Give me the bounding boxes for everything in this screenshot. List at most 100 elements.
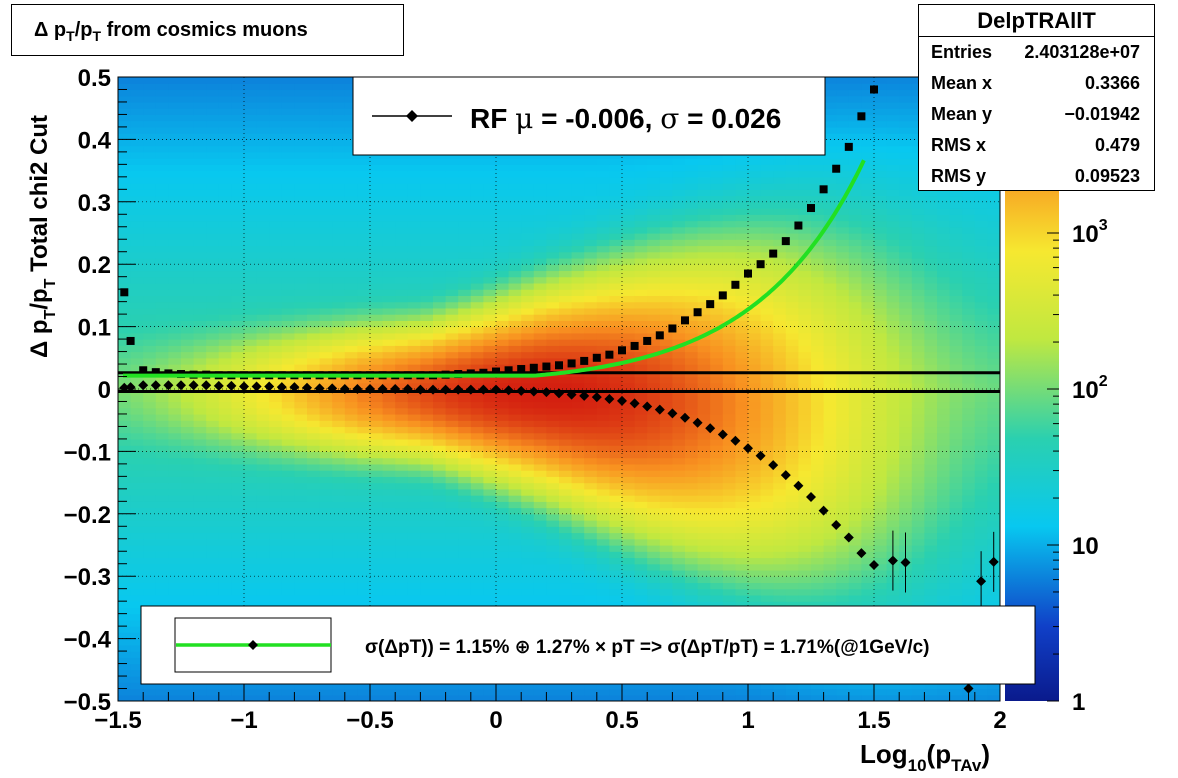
heatmap-cell: [143, 463, 157, 471]
heatmap-cell: [722, 551, 736, 559]
heatmap-cell: [722, 351, 736, 359]
heatmap-cell: [521, 233, 535, 240]
heatmap-cell: [155, 170, 169, 178]
heatmap-cell: [307, 326, 321, 334]
heatmap-cell: [483, 438, 497, 446]
heatmap-cell: [168, 189, 182, 197]
heatmap-cell: [647, 382, 661, 390]
heatmap-cell: [319, 189, 333, 197]
heatmap-cell: [181, 226, 195, 234]
heatmap-cell: [357, 301, 371, 309]
heatmap-cell: [382, 395, 396, 403]
heatmap-cell: [571, 201, 585, 209]
heatmap-cell: [130, 145, 144, 153]
heatmap-cell: [470, 694, 484, 701]
heatmap-cell: [218, 226, 232, 234]
heatmap-cell: [395, 513, 409, 521]
heatmap-cell: [710, 183, 724, 190]
heatmap-cell: [470, 545, 484, 552]
heatmap-cell: [533, 563, 547, 571]
heatmap-cell: [332, 569, 346, 577]
heatmap-cell: [218, 420, 232, 428]
heatmap-cell: [496, 532, 510, 540]
heatmap-cell: [407, 513, 421, 521]
heatmap-cell: [244, 139, 258, 147]
heatmap-cell: [521, 532, 535, 540]
heatmap-cell: [294, 251, 308, 259]
heatmap-cell: [181, 201, 195, 209]
heatmap-cell: [420, 320, 434, 328]
heatmap-cell: [256, 245, 270, 253]
heatmap-cell: [735, 688, 749, 696]
heatmap-cell: [168, 332, 182, 340]
heatmap-cell: [395, 545, 409, 552]
heatmap-cell: [634, 270, 648, 278]
heatmap-cell: [445, 307, 459, 315]
heatmap-cell: [130, 401, 144, 409]
heatmap-cell: [559, 189, 573, 197]
heatmap-cell: [307, 551, 321, 559]
heatmap-cell: [710, 170, 724, 178]
heatmap-cell: [508, 582, 522, 590]
heatmap-cell: [470, 314, 484, 321]
heatmap-cell: [143, 139, 157, 147]
heatmap-cell: [155, 432, 169, 440]
heatmap-cell: [697, 320, 711, 328]
heatmap-cell: [445, 245, 459, 253]
heatmap-cell: [218, 158, 232, 165]
heatmap-cell: [256, 563, 270, 571]
heatmap-cell: [433, 276, 447, 284]
heatmap-cell: [130, 289, 144, 296]
heatmap-cell: [206, 520, 220, 527]
heatmap-cell: [609, 563, 623, 571]
heatmap-cell: [672, 351, 686, 359]
heatmap-cell: [130, 170, 144, 178]
heatmap-cell: [735, 239, 749, 247]
heatmap-cell: [357, 482, 371, 490]
heatmap-cell: [269, 432, 283, 440]
heatmap-cell: [256, 220, 270, 228]
heatmap-cell: [206, 114, 220, 122]
heatmap-cell: [281, 176, 295, 184]
heatmap-cell: [533, 239, 547, 247]
heatmap-cell: [470, 438, 484, 446]
heatmap-cell: [496, 594, 510, 602]
heatmap-cell: [571, 569, 585, 577]
heatmap-cell: [193, 133, 207, 140]
heatmap-cell: [458, 257, 472, 265]
heatmap-cell: [269, 295, 283, 303]
heatmap-cell: [458, 164, 472, 172]
heatmap-cell: [244, 594, 258, 602]
heatmap-cell: [370, 276, 384, 284]
heatmap-cell: [609, 226, 623, 234]
heatmap-cell: [155, 601, 169, 608]
heatmap-cell: [420, 532, 434, 540]
heatmap-cell: [685, 345, 699, 353]
heatmap-cell: [584, 189, 598, 197]
heatmap-cell: [622, 264, 636, 272]
heatmap-cell: [722, 376, 736, 384]
heatmap-cell: [382, 320, 396, 328]
heatmap-cell: [344, 457, 358, 465]
heatmap-cell: [357, 395, 371, 403]
heatmap-cell: [218, 289, 232, 296]
heatmap-cell: [710, 382, 724, 390]
heatmap-cell: [370, 164, 384, 172]
heatmap-cell: [622, 445, 636, 452]
heatmap-cell: [420, 576, 434, 584]
heatmap-cell: [395, 688, 409, 696]
heatmap-cell: [357, 345, 371, 353]
heatmap-cell: [470, 201, 484, 209]
heatmap-cell: [307, 133, 321, 140]
heatmap-cell: [685, 251, 699, 259]
heatmap-cell: [395, 314, 409, 321]
heatmap-cell: [458, 551, 472, 559]
heatmap-cell: [722, 176, 736, 184]
heatmap-cell: [130, 251, 144, 259]
heatmap-cell: [571, 545, 585, 552]
heatmap-cell: [130, 326, 144, 334]
heatmap-cell: [181, 214, 195, 222]
heatmap-cell: [496, 582, 510, 590]
heatmap-cell: [735, 201, 749, 209]
heatmap-cell: [697, 445, 711, 452]
